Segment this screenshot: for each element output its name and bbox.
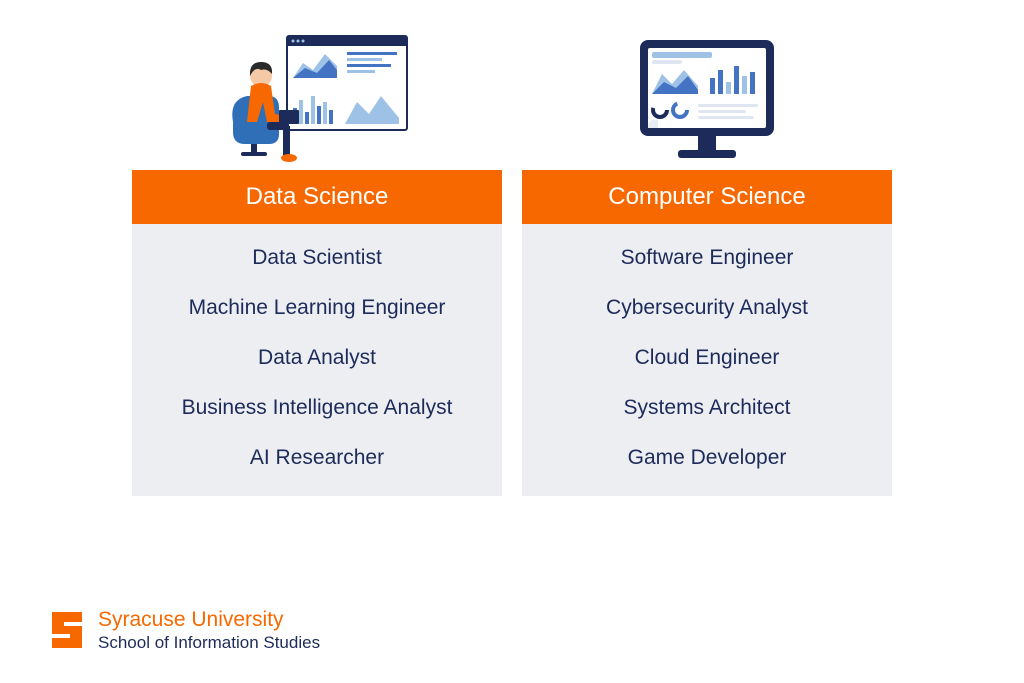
footer-school-name: School of Information Studies [98, 633, 320, 653]
comparison-columns: Data Science Data Scientist Machine Lear… [0, 0, 1024, 496]
footer-text: Syracuse University School of Informatio… [98, 607, 320, 653]
footer-university-name: Syracuse University [98, 607, 320, 632]
list-item: Data Analyst [258, 346, 376, 370]
header-computer-science: Computer Science [522, 170, 892, 224]
footer-branding: Syracuse University School of Informatio… [48, 607, 320, 653]
column-data-science: Data Science Data Scientist Machine Lear… [132, 20, 502, 496]
header-data-science: Data Science [132, 170, 502, 224]
list-item: Cybersecurity Analyst [606, 296, 808, 320]
list-item: Cloud Engineer [635, 346, 780, 370]
list-item: Machine Learning Engineer [189, 296, 446, 320]
illustration-person-analytics [132, 20, 502, 170]
list-data-science: Data Scientist Machine Learning Engineer… [132, 224, 502, 496]
list-computer-science: Software Engineer Cybersecurity Analyst … [522, 224, 892, 496]
list-item: Systems Architect [624, 396, 791, 420]
list-item: Data Scientist [252, 246, 382, 270]
illustration-desktop-monitor [522, 20, 892, 170]
list-item: Game Developer [628, 446, 787, 470]
column-computer-science: Computer Science Software Engineer Cyber… [522, 20, 892, 496]
list-item: AI Researcher [250, 446, 384, 470]
list-item: Business Intelligence Analyst [182, 396, 453, 420]
syracuse-s-icon [48, 608, 86, 652]
list-item: Software Engineer [621, 246, 794, 270]
